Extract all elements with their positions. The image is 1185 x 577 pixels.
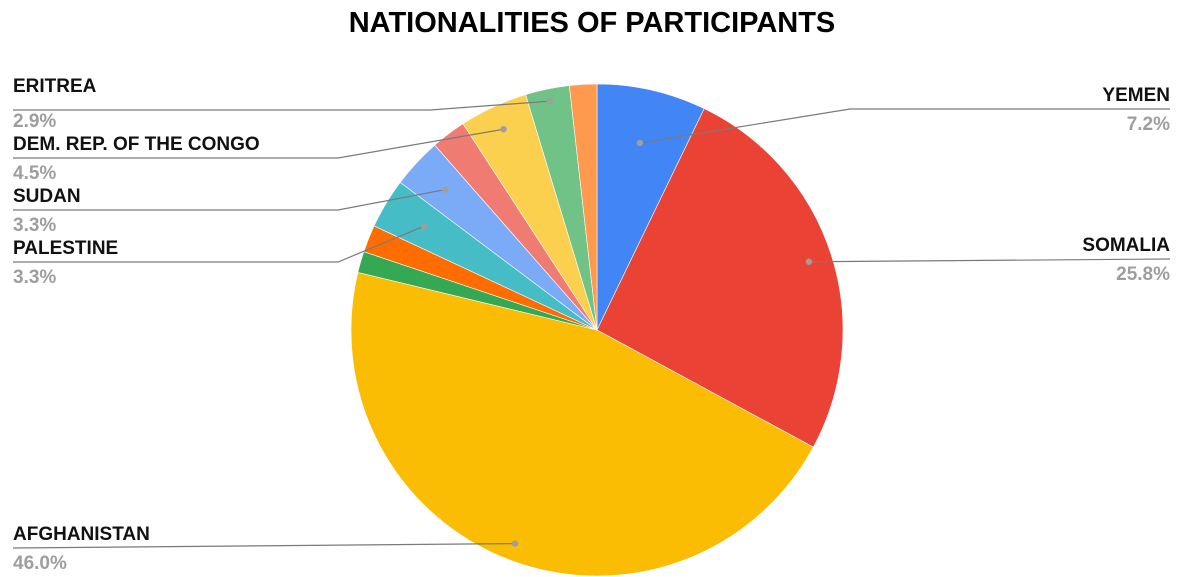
leader-dot-eritrea (546, 97, 553, 105)
slice-labels: YEMEN 7.2% SOMALIA 25.8% AFGHANISTAN 46.0% PAL… (13, 76, 1170, 574)
slice-value-somalia: 25.8% (1116, 264, 1170, 285)
pie-slice-somalia (596, 108, 844, 448)
leader-dot-dem-rep-of-the-congo (500, 126, 507, 133)
leader-line-palestine (13, 225, 425, 263)
slice-label-yemen: YEMEN (1102, 85, 1170, 106)
leader-line-eritrea (13, 100, 550, 111)
leader-dot-palestine (420, 223, 428, 230)
leader-dot-somalia (805, 258, 813, 265)
leader-dot-yemen (636, 139, 644, 147)
slice-value-sudan: 3.3% (13, 215, 56, 236)
leader-lines (12, 97, 1171, 549)
slice-label-palestine: PALESTINE (13, 238, 118, 259)
leader-line-dem-rep-of-the-congo (13, 128, 504, 159)
slice-label-somalia: SOMALIA (1082, 235, 1170, 256)
pie-slices (350, 83, 844, 577)
slice-value-eritrea: 2.9% (13, 111, 56, 132)
slice-value-yemen: 7.2% (1127, 114, 1170, 135)
leader-dot-sudan (442, 186, 449, 193)
pie-slice-unlabeled-10 (568, 83, 598, 331)
slice-value-dem-rep-of-the-congo: 4.5% (13, 163, 56, 184)
leader-line-somalia (808, 258, 1171, 263)
leader-line-sudan (13, 189, 446, 211)
slice-label-afghanistan: AFGHANISTAN (13, 524, 150, 545)
slice-label-dem-rep-of-the-congo: DEM. REP. OF THE CONGO (13, 134, 260, 155)
slice-label-eritrea: ERITREA (13, 76, 97, 97)
leader-line-yemen (639, 108, 1170, 144)
slice-label-sudan: SUDAN (13, 186, 81, 207)
leader-line-afghanistan (12, 542, 516, 549)
chart-title: NATIONALITIES OF PARTICIPANTS (349, 7, 836, 39)
pie-slice-yemen (596, 83, 705, 331)
leader-dot-afghanistan (511, 540, 519, 547)
slice-value-afghanistan: 46.0% (13, 553, 67, 574)
slice-value-palestine: 3.3% (13, 267, 56, 288)
pie-slice-afghanistan (350, 272, 814, 577)
